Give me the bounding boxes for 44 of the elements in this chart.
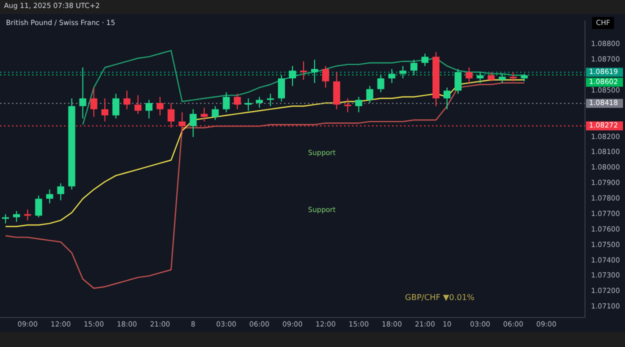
annotation: GBP/CHF ▼0.01% (405, 293, 475, 302)
candlestick (266, 93, 274, 107)
candlestick (24, 209, 32, 221)
candlestick (90, 87, 98, 118)
candlestick (344, 98, 352, 113)
candlestick (123, 90, 130, 110)
candlestick (190, 108, 197, 138)
candlestick (322, 65, 330, 88)
candlestick (2, 214, 10, 224)
candlestick (444, 87, 451, 110)
candlestick (79, 67, 86, 119)
candlestick (311, 59, 318, 84)
candlestick (476, 72, 484, 84)
candlestick (488, 72, 495, 82)
candlestick (156, 96, 164, 116)
candlestick (222, 92, 230, 113)
candlestick (333, 72, 340, 110)
candlestick (13, 210, 20, 222)
candlestick (112, 93, 120, 119)
candlestick (134, 94, 142, 114)
candlestick (510, 72, 517, 82)
candlestick (388, 68, 396, 84)
candlestick (421, 53, 428, 66)
candlestick (399, 65, 406, 79)
candlestick (35, 195, 42, 218)
candlestick (377, 74, 384, 93)
candlestick (366, 86, 374, 104)
candlestick (234, 93, 241, 110)
candlestick (300, 60, 308, 80)
candlestick (278, 74, 285, 102)
candlestick (101, 98, 108, 122)
candlestick (57, 182, 64, 201)
candlestick (146, 99, 153, 119)
candlestick (244, 98, 252, 112)
candlestick (454, 68, 462, 94)
candlestick (289, 65, 296, 87)
candlestick (212, 106, 219, 120)
candlestick (355, 96, 362, 113)
candlestick (466, 67, 473, 84)
candlestick (46, 188, 54, 204)
candlestick (200, 107, 208, 122)
candlestick (256, 96, 263, 108)
candlestick (410, 59, 418, 76)
candlestick (498, 73, 506, 84)
